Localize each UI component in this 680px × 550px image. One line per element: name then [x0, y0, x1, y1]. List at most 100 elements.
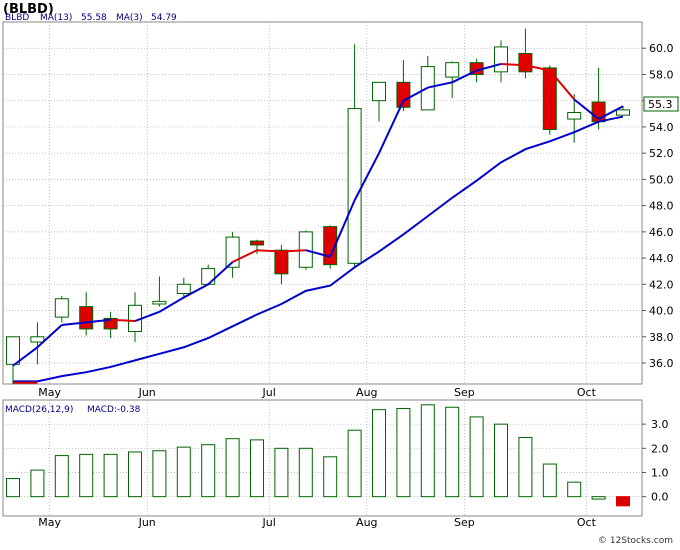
macd-bar-positive [250, 439, 264, 498]
candle-up [152, 300, 167, 305]
price-grid [3, 22, 642, 384]
macd-bar-positive [542, 463, 557, 498]
legend-ma13-value: 55.58 [81, 13, 107, 23]
macd-y-tick-label: 2.0 [651, 442, 669, 455]
price-x-tick-label: Oct [577, 386, 597, 399]
macd-x-tick-label: Oct [577, 516, 597, 529]
chart-title: (BLBD) [3, 2, 54, 17]
candle-up [201, 268, 216, 285]
macd-bar-positive [567, 481, 582, 498]
macd-bar-negative [616, 496, 630, 507]
price-y-tick-label: 58.0 [649, 68, 674, 81]
macd-legend: MACD(26,12,9) MACD:-0.38 [5, 405, 141, 415]
macd-bar-positive [225, 438, 240, 498]
price-x-tick-label: Sep [454, 386, 475, 399]
macd-bar-positive [396, 407, 411, 498]
candle-up [567, 112, 582, 120]
ma-short-segment [207, 261, 234, 286]
candle-down [274, 249, 289, 275]
price-panel-frame [2, 21, 643, 385]
ma-short-segment [12, 346, 39, 367]
price-x-tick-label: May [38, 386, 61, 399]
price-y-ticks: 36.0 38.0 40.0 42.0 44.0 46.0 48.0 50.0 52.0 54.0… [642, 42, 674, 370]
candle-up [176, 283, 191, 295]
candle-up [347, 108, 362, 264]
macd-bar-positive [79, 453, 94, 498]
candle-up [298, 231, 313, 268]
ma-short-segment [378, 100, 405, 154]
macd-bar-positive [494, 423, 508, 498]
macd-x-tick-label: Aug [356, 516, 377, 529]
macd-bar-positive [274, 447, 289, 498]
macd-bar-positive [54, 455, 69, 498]
macd-x-tick-label: Jul [262, 516, 276, 529]
macd-panel-frame [2, 399, 643, 517]
macd-bar-positive [103, 453, 118, 498]
ma-short-segment [476, 63, 502, 72]
ma-short-segment [598, 105, 624, 120]
candle-down [79, 306, 94, 330]
ma-short-segment [281, 249, 306, 253]
ma-short-segment [36, 324, 63, 349]
ma-short-segment [110, 318, 136, 323]
macd-x-tick-label: Jun [138, 516, 156, 529]
macd-legend-value: MACD:-0.38 [87, 405, 141, 415]
ma-short-segment [402, 86, 429, 102]
price-panel: 36.0 38.0 40.0 42.0 44.0 46.0 48.0 50.0 52.0 54.0… [2, 13, 679, 399]
ma-short-segment [256, 249, 282, 253]
macd-panel: 0.0 1.0 2.0 3.0 MACD(26,12,9) MACD:-0.38 [2, 399, 669, 517]
last-price-text: 55.3 [648, 98, 673, 111]
price-y-tick-label: 54.0 [649, 121, 674, 134]
candle-down [396, 81, 411, 108]
macd-bars [6, 404, 630, 507]
ma-short-segment [158, 296, 185, 313]
macd-x-ticks [49, 400, 587, 516]
ma-short-segment [573, 98, 600, 120]
macd-bar-positive [128, 451, 142, 498]
price-y-tick-label: 38.0 [649, 331, 674, 344]
ma-short-segment [134, 310, 160, 322]
macd-bar-positive [347, 429, 362, 498]
ma-short-segment [427, 81, 453, 89]
macd-bar-negative [591, 496, 606, 500]
moving-average-lines [12, 62, 624, 384]
macd-y-tick-label: 0.0 [651, 491, 669, 504]
ma-short-segment [183, 283, 209, 299]
macd-x-tick-label: May [38, 516, 61, 529]
last-price-badge: 55.3 [643, 96, 679, 112]
macd-y-ticks: 0.0 1.0 2.0 3.0 [642, 418, 669, 504]
legend-ma3-label: MA(3) [116, 13, 143, 23]
ma-short-segment [86, 318, 111, 324]
price-legend: BLBD MA(13) 55.58 MA(3) 54.79 [5, 13, 177, 23]
macd-bar-positive [152, 450, 167, 498]
legend-ma13-label: MA(13) [40, 13, 72, 23]
macd-y-tick-label: 3.0 [651, 418, 669, 431]
price-y-tick-label: 36.0 [649, 357, 674, 370]
macd-bar-positive [372, 409, 386, 498]
ma-short-segment [451, 69, 478, 84]
watermark: © 12Stocks.com [598, 536, 673, 546]
candle-down [103, 317, 118, 330]
legend-symbol: BLBD [5, 13, 29, 23]
macd-bar-positive [445, 406, 460, 498]
price-x-tick-label: Jul [262, 386, 276, 399]
price-y-tick-label: 46.0 [649, 226, 674, 239]
macd-bar-positive [6, 478, 20, 498]
bottom-x-ticks: May Jun Jul Aug Sep Oct [38, 516, 596, 529]
price-x-tick-label: Jun [138, 386, 156, 399]
price-y-tick-label: 52.0 [649, 147, 674, 160]
candle-up [30, 336, 45, 343]
price-y-tick-label: 44.0 [649, 252, 674, 265]
candle-up [372, 81, 386, 102]
price-y-tick-label: 50.0 [649, 173, 674, 186]
candle-up [616, 109, 630, 116]
ma-long-line [13, 115, 624, 383]
price-x-tick-label: Aug [356, 386, 377, 399]
ma-short-segment [329, 199, 356, 258]
macd-bar-positive [201, 444, 216, 498]
macd-bar-positive [30, 469, 45, 498]
price-y-tick-label: 42.0 [649, 278, 674, 291]
price-y-tick-label: 60.0 [649, 42, 674, 55]
price-x-ticks: May Jun Jul Aug Sep Oct [38, 386, 596, 399]
